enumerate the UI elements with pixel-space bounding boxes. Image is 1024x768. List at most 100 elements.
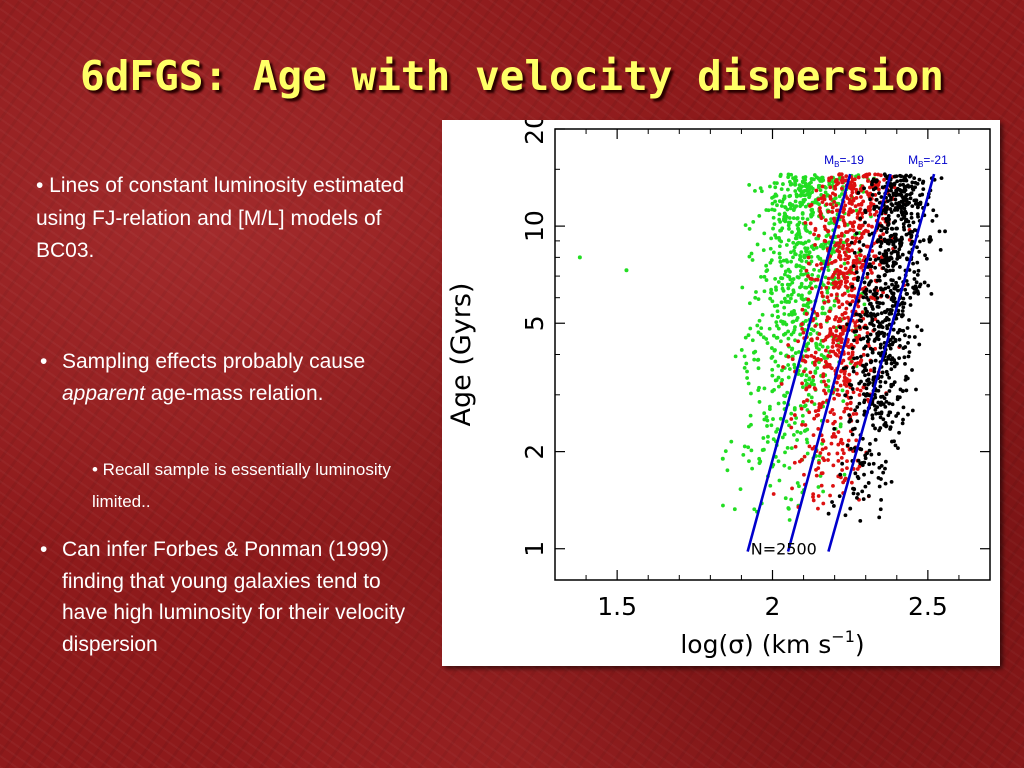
data-point-green [780,276,785,281]
data-point-black [883,174,888,178]
data-point-green [732,507,737,512]
data-point-red [842,409,847,414]
data-point-black [860,436,865,441]
data-point-black [892,360,897,365]
data-point-red [818,451,823,455]
data-point-green [800,413,805,418]
data-point-green [721,503,725,508]
data-point-green [779,339,783,344]
data-point-red [837,344,842,349]
data-point-green [749,422,753,427]
data-point-green [789,182,794,186]
data-point-green [778,351,783,356]
data-point-green [839,192,844,196]
data-point-green [783,272,787,277]
data-point-green [764,415,769,419]
data-point-green [810,186,815,191]
data-point-green [801,266,806,270]
data-point-green [769,236,774,241]
data-point-black [885,205,890,209]
data-point-green [803,328,807,332]
data-point-green [782,432,787,437]
data-point-black [938,247,943,252]
data-point-red [855,257,859,262]
data-point-green [826,268,831,273]
data-point-green [799,272,803,277]
data-point-green [832,303,837,308]
data-point-green [773,276,778,281]
bullet-marker: • [40,350,48,373]
data-point-black [869,322,874,326]
data-point-red [832,412,836,416]
data-point-red [846,438,851,443]
data-point-black [879,374,884,379]
data-point-green [746,445,751,450]
data-point-red [808,204,812,208]
data-point-green [797,350,801,354]
data-point-black [916,214,920,219]
bullet-sampling-effects: • Sampling effects probably cause appare… [40,346,420,409]
data-point-green [794,416,799,420]
data-point-black [917,284,922,289]
data-point-red [802,472,806,477]
data-point-red [867,172,872,177]
data-point-green [816,183,821,188]
data-point-green [797,264,802,268]
data-point-red [879,255,884,260]
data-point-red [849,359,854,364]
data-point-black [912,335,917,339]
data-point-red [835,451,840,456]
data-point-green [789,497,794,502]
data-point-red [837,172,841,177]
data-point-black [889,256,894,261]
data-point-black [875,319,880,324]
data-point-green [762,386,767,391]
data-point-green [803,308,808,313]
data-point-red [855,387,860,392]
data-point-red [839,264,843,269]
data-point-green [776,326,781,331]
data-point-red [844,306,849,311]
data-point-red [820,447,825,452]
data-point-green [800,372,805,377]
data-point-green [798,332,803,337]
data-point-green [838,422,843,427]
data-point-green [780,435,785,440]
data-point-green [810,190,815,195]
data-point-red [793,444,798,449]
data-point-green [762,289,767,294]
data-point-black [889,188,893,193]
data-point-red [852,183,857,188]
data-point-black [873,358,878,363]
data-point-black [868,197,872,202]
data-point-green [746,381,751,386]
data-point-green [822,311,827,316]
data-point-green [775,309,780,314]
data-point-red [771,492,776,496]
data-point-black [863,208,868,213]
data-point-green [782,312,787,316]
data-point-black [904,232,909,237]
data-point-black [915,272,920,277]
data-point-black [915,260,920,265]
data-point-black [852,329,857,334]
data-point-red [828,194,833,199]
data-point-red [811,433,816,438]
data-point-black [841,366,846,371]
data-point-red [805,398,809,403]
data-point-black [890,282,894,287]
data-point-black [831,504,836,508]
data-point-red [840,468,845,472]
data-point-green [785,299,790,304]
data-point-green [781,258,786,263]
data-point-red [824,318,829,323]
data-point-red [802,369,806,374]
data-point-green [769,290,773,295]
data-point-green [817,256,822,261]
data-point-black [873,392,877,397]
data-point-red [816,197,821,202]
data-point-red [839,186,844,191]
data-point-black [911,220,916,225]
data-point-black [903,377,908,382]
data-point-red [864,190,869,194]
